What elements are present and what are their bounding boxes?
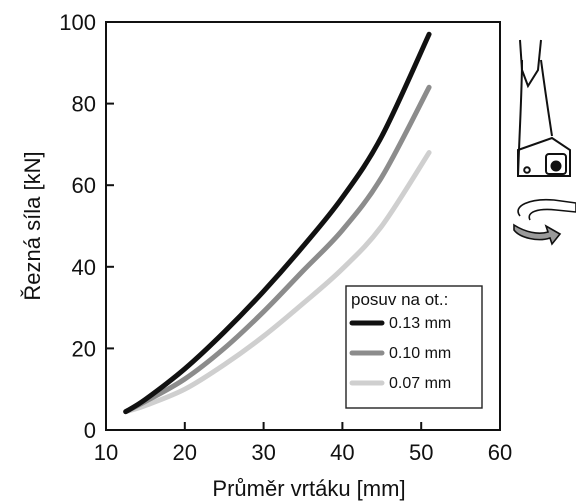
legend-items: 0.13 mm 0.10 mm 0.07 mm <box>349 315 451 392</box>
ticks: 10 20 30 40 50 60 0 20 40 60 80 100 <box>59 10 512 465</box>
y-tick-label-2: 40 <box>72 255 96 280</box>
legend-title: posuv na ot.: <box>351 290 448 309</box>
x-tick-label-4: 50 <box>409 440 433 465</box>
drill-bit-icon <box>517 39 571 177</box>
x-tick-label-5: 60 <box>488 440 512 465</box>
legend-box <box>345 285 483 409</box>
legend-label-2: 0.07 mm <box>389 375 451 392</box>
y-tick-label-5: 100 <box>59 10 96 35</box>
x-tick-label-0: 10 <box>94 440 118 465</box>
legend-label-0: 0.13 mm <box>389 315 451 332</box>
y-tick-label-3: 60 <box>72 173 96 198</box>
x-tick-label-2: 30 <box>251 440 275 465</box>
y-tick-label-1: 20 <box>72 336 96 361</box>
y-tick-label-0: 0 <box>84 418 96 443</box>
series-line-2 <box>123 150 432 415</box>
series-line-1 <box>123 84 432 415</box>
rotation-arrow-icon <box>513 198 576 246</box>
x-tick-label-1: 20 <box>173 440 197 465</box>
legend: posuv na ot.: 0.13 mm 0.10 mm 0.07 mm <box>345 285 483 409</box>
legend-label-1: 0.10 mm <box>389 345 451 362</box>
y-tick-label-4: 80 <box>72 92 96 117</box>
series-group <box>123 31 432 415</box>
plot-frame <box>105 21 501 431</box>
series-line-0 <box>123 31 432 415</box>
x-axis-label: Průměr vrtáku [mm] <box>212 476 405 501</box>
x-tick-label-3: 40 <box>330 440 354 465</box>
y-axis-label: Řezná síla [kN] <box>20 151 45 300</box>
